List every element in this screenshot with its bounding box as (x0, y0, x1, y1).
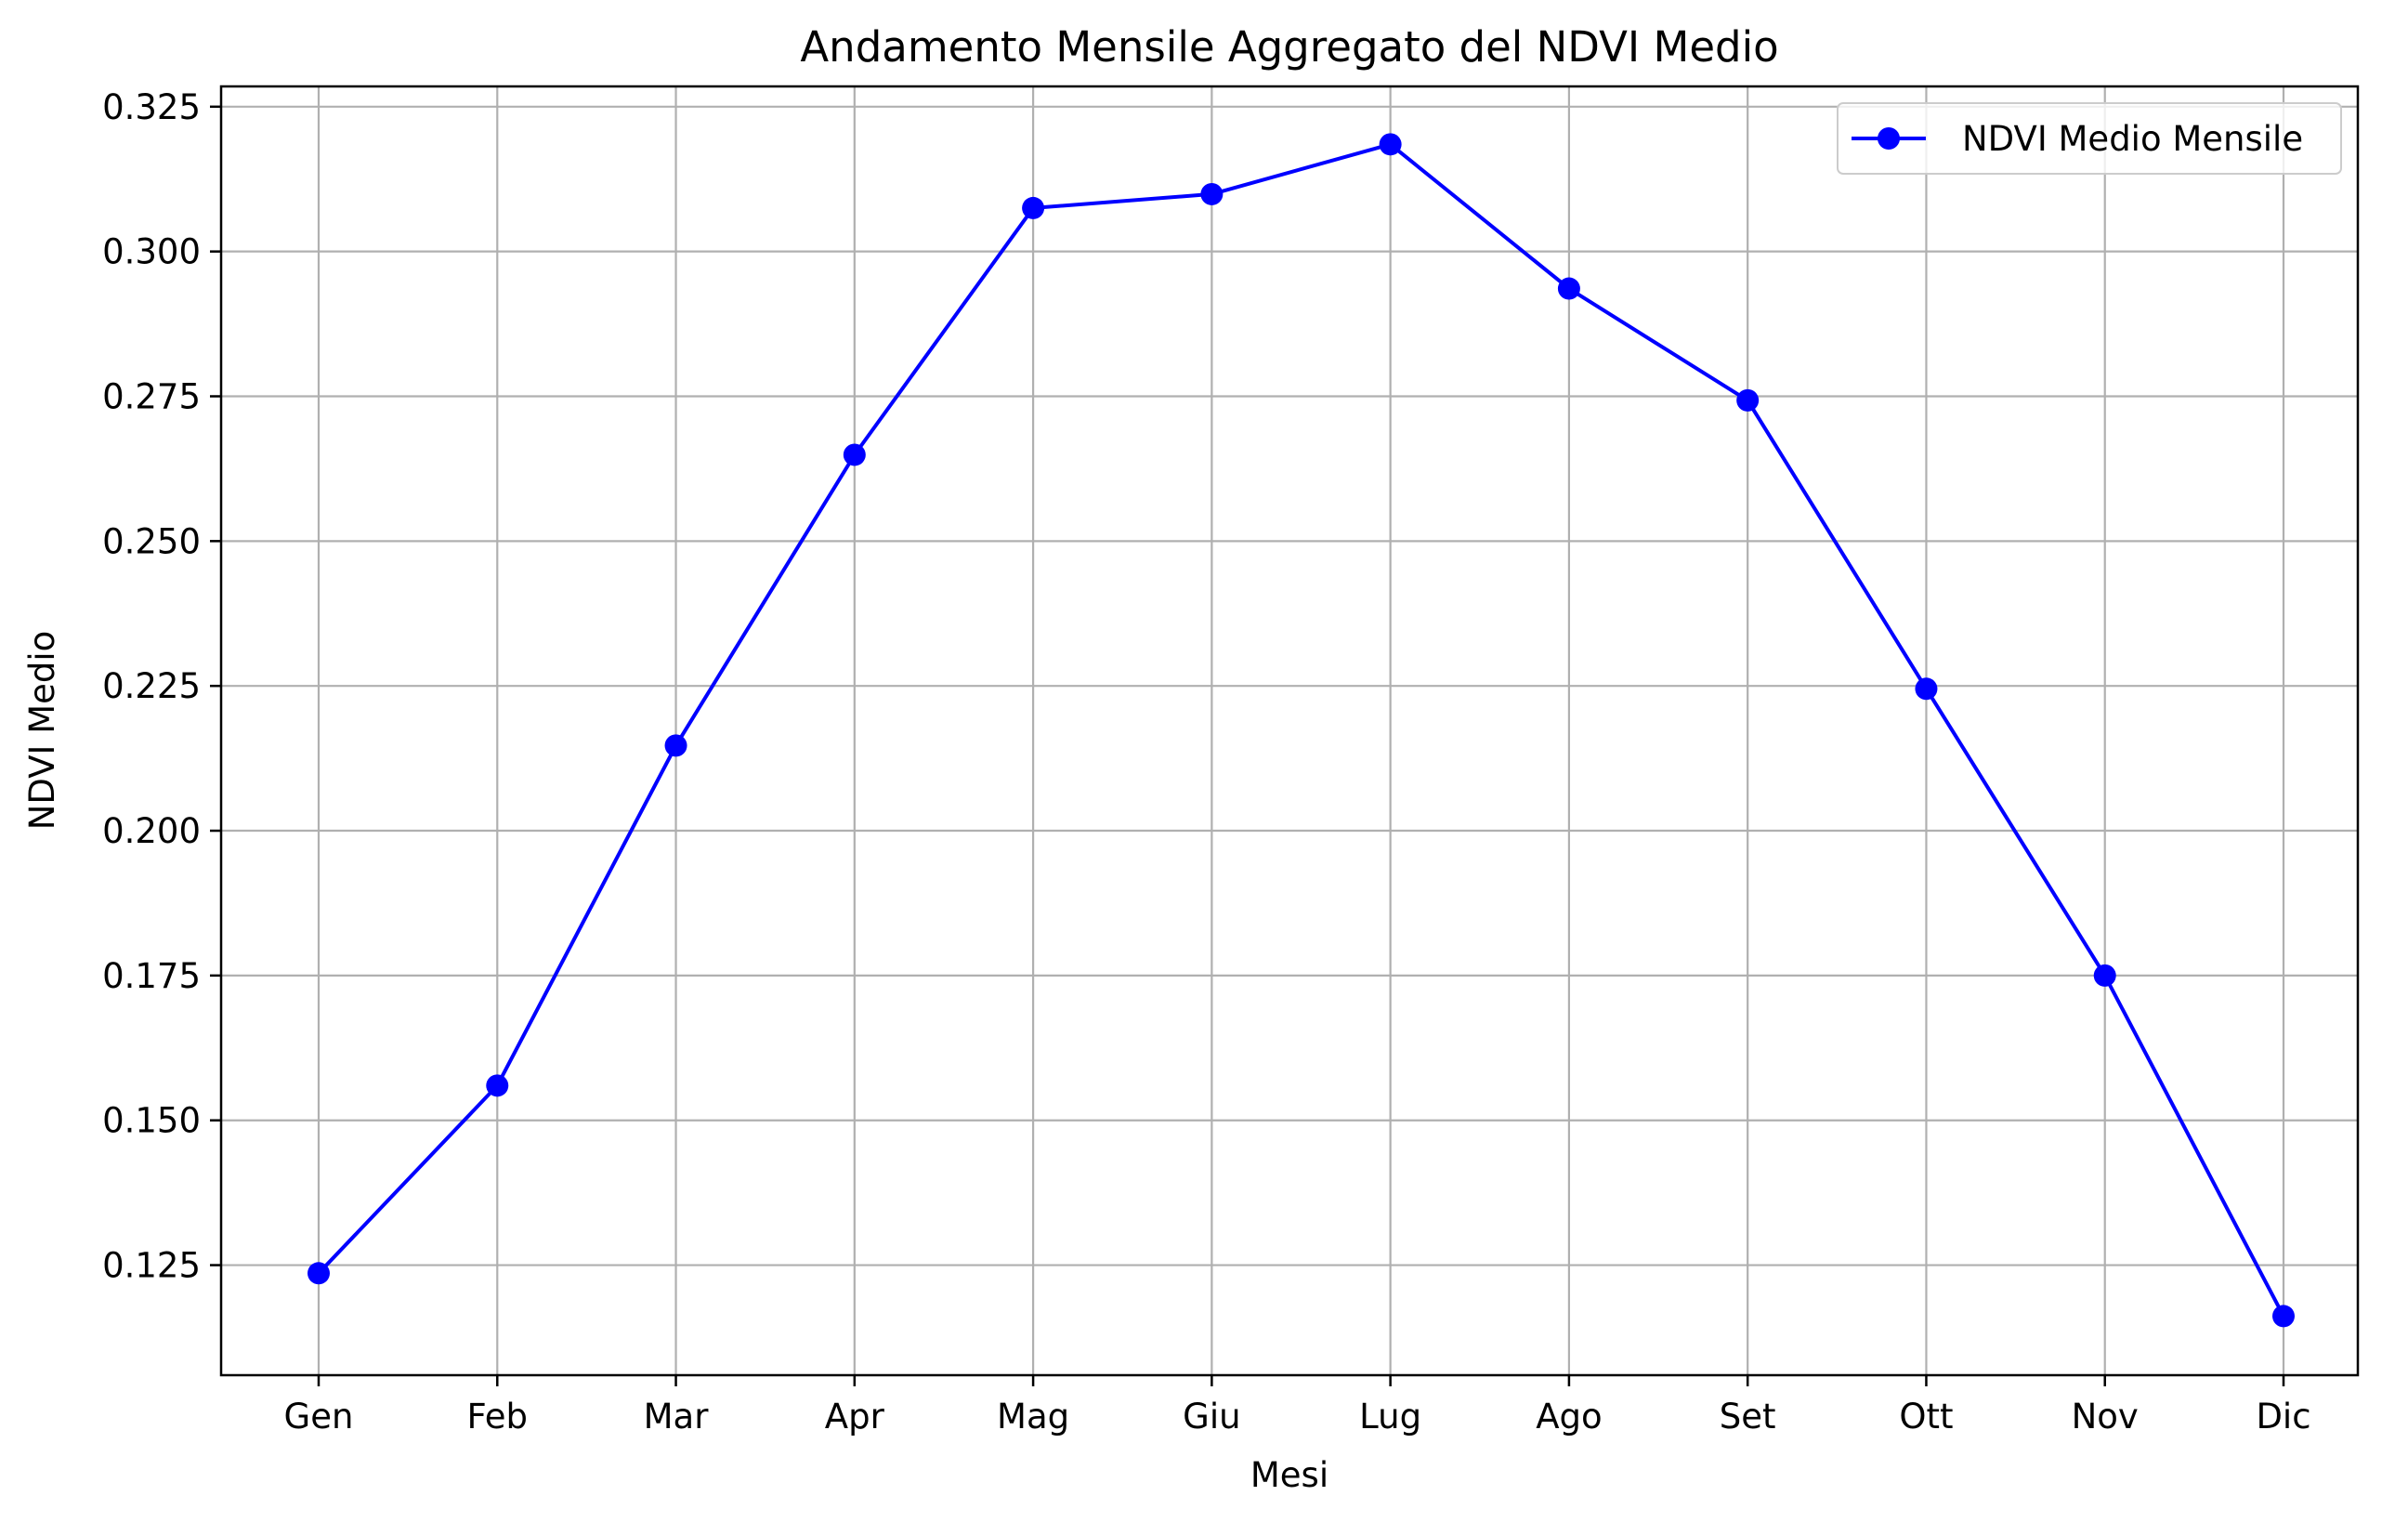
x-tick-label: Dic (2256, 1397, 2310, 1437)
x-axis-title: Mesi (1250, 1455, 1328, 1495)
data-point-mag (1022, 196, 1045, 219)
y-axis-ticks: 0.125 0.150 0.175 0.200 0.225 0.250 0.275 0.300… (102, 87, 221, 1286)
x-tick-label: Mag (997, 1397, 1069, 1437)
y-tick-label: 0.250 (102, 521, 201, 561)
y-tick-label: 0.300 (102, 232, 201, 272)
y-tick-label: 0.275 (102, 377, 201, 417)
x-tick-label: Nov (2072, 1397, 2139, 1437)
legend-marker-sample (1878, 127, 1900, 150)
x-tick-label: Giu (1183, 1397, 1240, 1437)
chart-title: Andamento Mensile Aggregato del NDVI Med… (800, 22, 1778, 72)
legend: NDVI Medio Mensile (1837, 102, 2342, 175)
series-line (317, 142, 2285, 1318)
data-point-gen (308, 1262, 330, 1285)
data-point-set (1736, 388, 1760, 412)
data-point-mar (664, 734, 687, 757)
x-tick-label: Gen (284, 1397, 354, 1437)
x-tick-label: Lug (1359, 1397, 1421, 1437)
grid-lines (221, 86, 2358, 1375)
x-tick-label: Set (1720, 1397, 1776, 1437)
plot-area-frame (219, 85, 2360, 1377)
legend-entry-label: NDVI Medio Mensile (1962, 119, 2303, 159)
x-tick-label: Feb (467, 1397, 529, 1437)
x-tick-label: Ago (1536, 1397, 1602, 1437)
y-tick-label: 0.125 (102, 1246, 201, 1286)
data-point-dic (2272, 1305, 2295, 1328)
data-point-nov (2093, 964, 2116, 987)
data-point-ott (1915, 677, 1938, 701)
y-tick-label: 0.150 (102, 1101, 201, 1141)
y-tick-label: 0.200 (102, 811, 201, 851)
y-tick-label: 0.175 (102, 956, 201, 996)
x-tick-label: Ott (1899, 1397, 1953, 1437)
x-tick-label: Mar (644, 1397, 710, 1437)
series-layer (308, 133, 2295, 1328)
x-axis-ticks: Gen Feb Mar Apr Mag Giu Lug Ago Set Ott Nov Dic (284, 1375, 2311, 1437)
data-point-ago (1557, 277, 1580, 300)
y-tick-label: 0.225 (102, 666, 201, 706)
data-point-giu (1200, 182, 1224, 205)
y-tick-label: 0.325 (102, 87, 201, 127)
y-axis-title: NDVI Medio (22, 631, 62, 831)
data-point-feb (486, 1074, 509, 1097)
data-point-apr (843, 443, 866, 466)
data-point-lug (1379, 133, 1402, 156)
legend-frame (1837, 102, 2342, 175)
x-tick-label: Apr (825, 1397, 885, 1437)
